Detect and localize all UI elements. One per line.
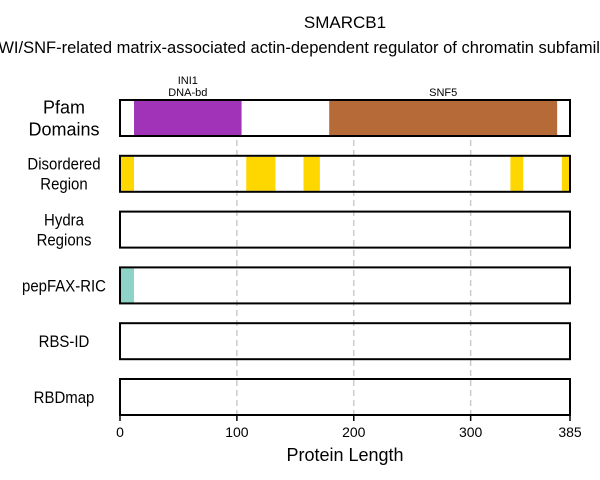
track-1: Disordered Region <box>27 154 571 194</box>
track-segment <box>303 156 320 191</box>
track-segment <box>120 268 135 303</box>
chart-subtitle: SWI/SNF-related matrix-associated actin-… <box>0 39 600 57</box>
grid-lines <box>236 100 472 415</box>
track-frame <box>119 210 571 249</box>
track-label: Hydra <box>44 212 84 230</box>
track-frame <box>119 266 571 305</box>
track-4: RBS-ID <box>39 322 571 361</box>
track-5: RBDmap <box>34 378 571 416</box>
track-frame <box>119 378 571 416</box>
x-tick-label: 385 <box>558 424 582 440</box>
track-label: pepFAX-RIC <box>22 278 106 296</box>
track-label: RBS-ID <box>39 333 90 351</box>
track-frame <box>119 322 571 361</box>
track-label: Pfam <box>43 97 85 117</box>
chart-title: SMARCB1 <box>304 13 386 32</box>
track-label: RBDmap <box>34 389 95 407</box>
x-tick-label: 300 <box>459 424 483 440</box>
track-3: pepFAX-RIC <box>22 266 571 305</box>
track-label: Domains <box>28 119 99 139</box>
segment-label: INI1 <box>178 75 198 87</box>
track-label: Region <box>40 176 87 194</box>
track-segment <box>329 101 558 135</box>
track-label: Regions <box>37 232 92 250</box>
track-segment <box>120 156 135 191</box>
segment-label: SNF5 <box>429 87 457 99</box>
x-axis-label: Protein Length <box>286 445 403 465</box>
track-segment <box>561 156 570 191</box>
segment-label: DNA-bd <box>168 87 207 99</box>
track-frame <box>119 154 571 193</box>
track-segment <box>246 156 276 191</box>
x-axis: 0 100 200 300 385 <box>116 415 582 440</box>
track-segment <box>510 156 524 191</box>
x-tick-label: 100 <box>225 424 249 440</box>
x-tick-label: 200 <box>342 424 366 440</box>
track-frame <box>119 99 571 137</box>
track-segment <box>134 101 242 135</box>
track-2: Hydra Regions <box>37 210 571 250</box>
track-label: Disordered <box>27 156 100 174</box>
x-tick-label: 0 <box>116 424 124 440</box>
